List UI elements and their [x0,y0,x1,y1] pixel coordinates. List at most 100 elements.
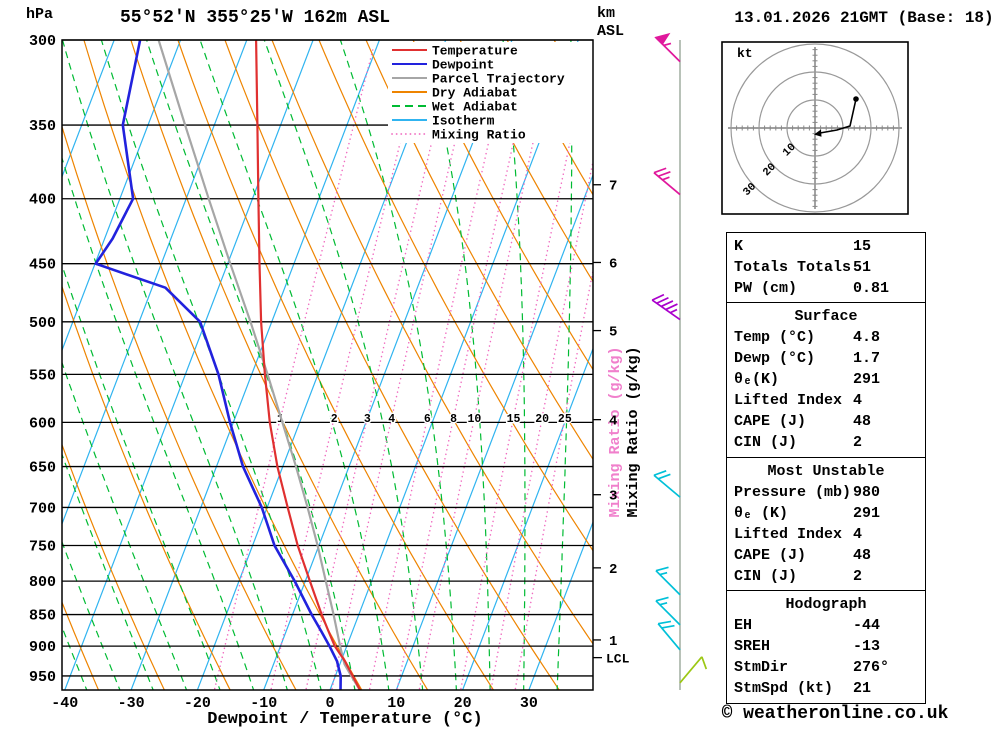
wet-adiabat-line [100,40,322,690]
pressure-tick-label: 800 [29,574,56,591]
temperature-curve [255,40,362,690]
stat-row-k: K 15 [727,236,925,257]
stat-label: CIN (J) [734,434,798,452]
mixing-ratio-value-label: 4 [388,413,395,426]
stats-box-most-unstable: Most Unstable Pressure (mb) 980 θₑ (K) 291 Li… [726,456,926,592]
stat-row-lifted-index: Lifted Index 4 [727,390,925,411]
mixing-ratio-value-label: 3 [364,413,371,426]
stat-row-pw-cm-: PW (cm) 0.81 [727,278,925,299]
legend-label-wet-adiabat: Wet Adiabat [432,100,518,115]
hodograph-storm-motion-arrow [814,129,822,137]
km-tick-label: 7 [609,179,617,195]
stat-label: CAPE (J) [734,413,807,431]
wet-adiabat-line [339,40,457,690]
pressure-tick-label: 750 [29,539,56,556]
pressure-grid: 300 350 400 450 500 550 600 650 700 750 800 850 900 9… [29,33,593,686]
stat-row-eh: EH -44 [727,615,925,636]
isotherm-line [62,40,115,179]
dry-adiabat-line [365,40,593,461]
mixing-ratio-value-label: 8 [450,413,457,426]
stat-value: 51 [853,259,872,276]
pressure-tick-label: 300 [29,33,56,50]
stat-label: StmSpd (kt) [734,680,834,698]
stat-label: EH [734,617,753,635]
wind-barb-906hpa [657,620,681,651]
legend-label-dewpoint: Dewpoint [432,58,494,73]
stat-value: 980 [853,483,881,501]
stat-row-lifted-index: Lifted Index 4 [727,524,925,545]
wet-adiabat-line [62,156,255,690]
stat-row-cape-j-: CAPE (J) 48 [727,545,925,566]
wind-barb-866hpa [655,596,681,626]
stat-row-cin-j-: CIN (J) 2 [727,432,925,453]
legend-label-dry-adiabat: Dry Adiabat [432,86,518,101]
pressure-tick-label: 950 [29,669,56,686]
stat-label: Pressure (mb) [734,483,852,501]
stat-value: 2 [853,567,863,585]
stat-label: Lifted Index [734,525,843,543]
stat-row-stmspd-kt-: StmSpd (kt) 21 [727,678,925,699]
dry-adiabat-line [62,600,100,690]
mixing-ratio-line [270,48,424,690]
stat-value: 0.81 [853,280,890,297]
wet-adiabat-line [62,263,221,690]
sounding-curves [94,40,362,690]
temperature-tick-label: -20 [184,695,211,712]
stat-label: θₑ (K) [734,504,789,522]
pressure-tick-label: 850 [29,608,56,625]
temperature-tick-label: -40 [51,695,78,712]
mixing-ratio-line [490,158,593,690]
stat-value: 291 [853,371,881,389]
wet-adiabat-line [263,40,424,690]
stats-header-most-unstable: Most Unstable [767,462,885,480]
wind-barb-312hpa [654,32,681,63]
dewpoint-curve [94,40,342,690]
mixing-ratio-axis-label: Mixing Ratio (g/kg) [625,346,642,517]
stat-label: Temp (°C) [734,329,816,347]
datetime-title: 13.01.2026 21GMT (Base: 18) [734,9,994,27]
stat-label: θₑ(K) [734,371,780,389]
mixing-ratio-line [396,48,535,690]
dry-adiabat-line [62,124,297,690]
stat-row--k-: θₑ (K) 291 [727,503,925,524]
isotherm-line [62,40,182,352]
mixing-ratio-value-label: 2 [331,413,338,426]
wind-barb-498hpa [651,293,681,321]
dry-adiabat-line [62,284,231,690]
hodograph-trace-endpoint [853,96,859,102]
dry-adiabat-line [62,443,166,690]
stats-header-surface: Surface [794,308,858,326]
dry-adiabat-line [412,40,593,371]
wind-barb-962hpa [679,656,708,684]
km-tick-label: 2 [609,562,617,578]
wind-profile [651,32,708,690]
mixing-ratio-line [368,48,511,690]
wet-adiabat-line [62,625,88,690]
stat-row-stmdir: StmDir 276° [727,657,925,678]
stat-label: SREH [734,638,771,656]
wet-adiabat-line [423,40,491,690]
mixing-ratio-axis-label-pink: Mixing Ratio (g/kg) [607,346,624,517]
km-tick-label: 1 [609,634,617,650]
stat-label: Totals Totals [734,259,852,276]
isotherm-line [130,40,380,690]
stat-value: 15 [853,238,872,255]
stats-box-hodograph: Hodograph EH -44 SREH -13 StmDir 276° StmSpd (k… [726,590,926,705]
wet-adiabat-line [556,40,573,690]
wet-adiabat-line [62,452,154,690]
stat-row-dewp-c-: Dewp (°C) 1.7 [727,348,925,369]
stat-row-cin-j-: CIN (J) 2 [727,566,925,587]
km-tick-label: 5 [609,325,617,341]
legend-label-mixing-ratio: Mixing Ratio [432,128,526,143]
hodograph-ring [730,43,900,213]
stat-label: PW (cm) [734,280,798,297]
km-tick-label: 6 [609,256,617,272]
hodograph-ring-label: 30 [741,181,759,199]
isotherm-line [62,40,248,526]
pressure-tick-label: 350 [29,118,56,135]
mixing-ratio-line [459,48,591,690]
stat-value: 1.7 [853,350,881,368]
stat-value: 48 [853,546,872,564]
